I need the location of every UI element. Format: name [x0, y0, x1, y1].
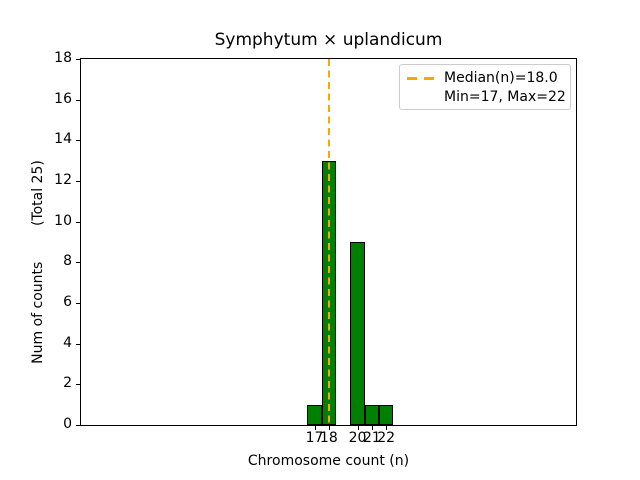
- x-tick: [357, 426, 359, 430]
- x-tick: [328, 426, 330, 430]
- y-tick: [76, 59, 80, 60]
- plot-area: [80, 58, 577, 426]
- y-tick: [76, 99, 80, 101]
- y-tick: [76, 221, 80, 223]
- y-tick: [76, 303, 80, 304]
- legend-entry-minmax: Min=17, Max=22: [407, 88, 566, 107]
- legend-median-label: Median(n)=18.0: [444, 70, 558, 86]
- x-tick-label: 17: [305, 430, 324, 446]
- y-tick: [76, 181, 80, 182]
- y-tick-label: 12: [54, 172, 72, 188]
- x-tick-label: 18: [319, 430, 338, 446]
- y-tick: [76, 425, 80, 426]
- y-tick-label: 4: [63, 334, 72, 351]
- y-tick-label: 0: [63, 416, 72, 432]
- legend-handle-spacer: [407, 96, 435, 99]
- y-tick-label: 2: [63, 375, 72, 392]
- dashed-line-icon: [407, 77, 435, 80]
- y-tick-label: 6: [63, 294, 72, 310]
- y-tick-label: 18: [54, 50, 72, 66]
- legend-minmax-label: Min=17, Max=22: [444, 89, 566, 105]
- x-axis-label: Chromosome count (n): [247, 453, 410, 469]
- y-tick-label: 16: [54, 90, 72, 107]
- y-tick-label: 8: [63, 253, 72, 270]
- x-tick-label: 20: [348, 430, 367, 446]
- legend-entry-median: Median(n)=18.0: [407, 69, 563, 88]
- x-tick-label: 21: [362, 430, 381, 446]
- x-tick: [386, 426, 388, 430]
- y-tick-label: 14: [54, 131, 72, 148]
- y-tick: [76, 343, 80, 345]
- legend: Median(n)=18.0 Min=17, Max=22: [399, 64, 571, 110]
- chart-title: Symphytum × uplandicum: [214, 30, 443, 50]
- y-tick: [76, 140, 80, 142]
- y-tick: [76, 384, 80, 386]
- y-tick-label: 10: [54, 212, 72, 229]
- x-tick: [371, 426, 373, 430]
- median-line: [327, 59, 330, 425]
- histogram-bar-20: [350, 242, 365, 425]
- histogram-bar-21: [364, 404, 380, 425]
- y-tick: [76, 262, 80, 264]
- x-tick: [314, 426, 316, 430]
- histogram-bar-17: [307, 404, 322, 425]
- histogram-bar-22: [379, 404, 394, 425]
- x-tick-label: 22: [377, 430, 396, 446]
